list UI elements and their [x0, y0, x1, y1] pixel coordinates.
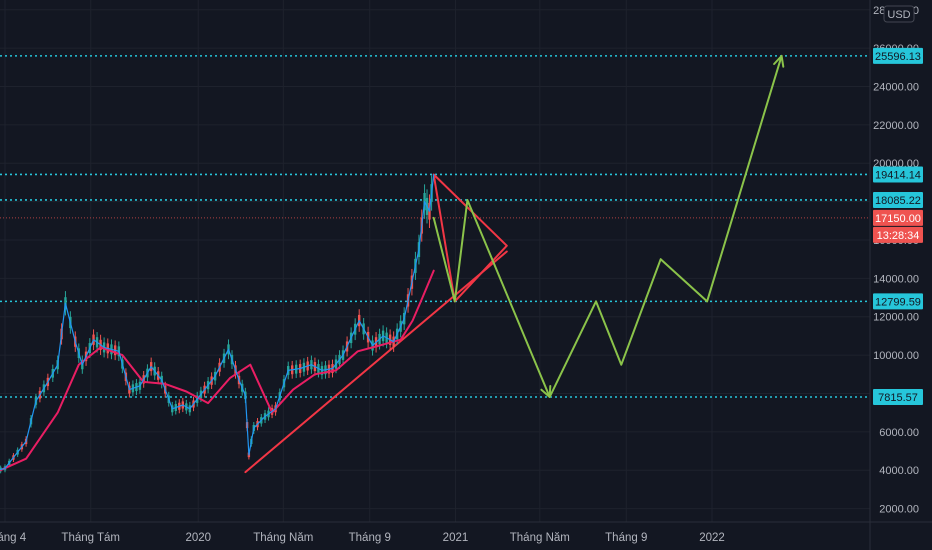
price-tick-label: 14000.00	[873, 273, 919, 285]
last-price-label: 17150.00	[875, 213, 921, 225]
level-price-label: 7815.57	[878, 392, 918, 404]
level-price-label: 12799.59	[875, 296, 921, 308]
price-line	[0, 174, 435, 471]
time-tick-label: Tháng Tám	[61, 532, 120, 544]
level-price-label: 25596.13	[875, 51, 921, 63]
time-tick-label: Tháng Năm	[510, 532, 570, 544]
time-tick-label: 2021	[443, 532, 469, 544]
time-tick-label: 2022	[699, 532, 725, 544]
support-trendline	[244, 250, 508, 474]
price-tick-label: 12000.00	[873, 312, 919, 324]
projection-arrowhead	[773, 54, 785, 68]
time-tick-label: Tháng Năm	[253, 532, 313, 544]
level-price-label: 19414.14	[875, 169, 921, 181]
price-tick-label: 22000.00	[873, 120, 919, 132]
last-price-badge	[873, 209, 923, 226]
level-price-badge	[873, 191, 923, 208]
projection-path	[432, 54, 783, 398]
level-price-badge	[873, 388, 923, 405]
currency-label: USD	[887, 9, 910, 21]
currency-box	[883, 5, 915, 23]
price-tick-label: 2000.00	[879, 504, 919, 516]
drawings[interactable]	[244, 54, 785, 474]
series-group	[0, 174, 435, 474]
time-tick-label: Tháng 9	[605, 532, 647, 544]
countdown-badge	[873, 226, 923, 243]
level-price-badge	[873, 47, 923, 64]
time-tick-label: 2020	[185, 532, 211, 544]
price-tick-label: 10000.00	[873, 350, 919, 362]
price-tick-label: 6000.00	[879, 427, 919, 439]
price-tick-label: 24000.00	[873, 81, 919, 93]
chart-grid	[0, 0, 870, 522]
triangle-pattern	[432, 173, 508, 303]
time-tick-label: Tháng 4	[0, 532, 27, 544]
countdown-label: 13:28:34	[877, 230, 920, 242]
level-price-label: 18085.22	[875, 195, 921, 207]
projection-arrowhead	[540, 385, 552, 398]
level-price-badge	[873, 166, 923, 183]
time-axis[interactable]: Tháng 4 Tháng Tám 2020 Tháng Năm Tháng 9 2021…	[0, 521, 932, 544]
time-tick-label: Tháng 9	[349, 532, 391, 544]
moving-average-line	[0, 269, 435, 472]
currency-button[interactable]: USD	[883, 5, 915, 23]
price-badges: 25596.13 19414.14 18085.22 12799.59 7815.57 1…	[873, 47, 923, 405]
level-price-badge	[873, 293, 923, 310]
price-tick-label: 4000.00	[879, 465, 919, 477]
